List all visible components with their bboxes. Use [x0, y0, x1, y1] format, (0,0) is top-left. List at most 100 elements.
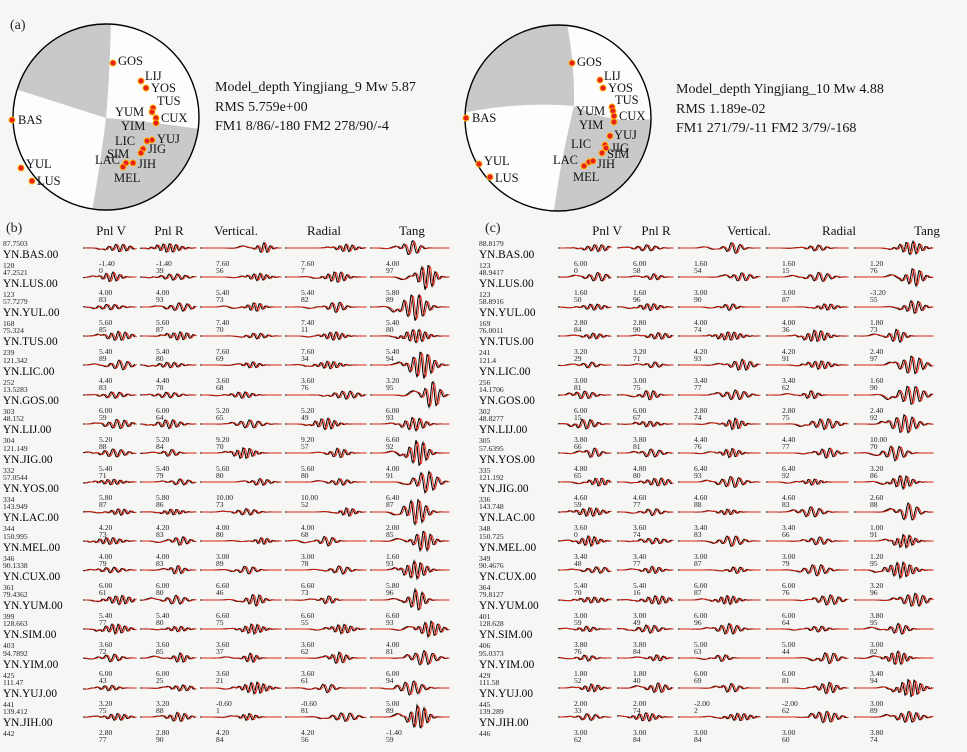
waveform-trace [140, 683, 197, 692]
station-distance: 90.1338 [3, 560, 28, 570]
correlation-value: 84 [574, 324, 582, 334]
waveform-trace [616, 624, 674, 634]
station-azimuth: 302 [479, 407, 491, 416]
fit-values: 6.00 87 [694, 582, 707, 597]
synthetic-trace [559, 332, 612, 340]
correlation-value: 11 [301, 324, 309, 334]
synthetic-trace [559, 655, 612, 662]
station-dot [606, 132, 614, 140]
fm-line: FM1 271/79/-11 FM2 3/79/-168 [676, 121, 857, 136]
time-shift-value: 3.00 [782, 727, 796, 737]
time-shift-value: 1.60 [694, 259, 708, 268]
correlation-value: 0 [574, 266, 578, 275]
station-distance: 87.7503 [3, 238, 28, 248]
waveform-cell: 3.20 71 [617, 328, 674, 362]
synthetic-trace [286, 331, 367, 341]
waveform-trace [370, 440, 450, 467]
fit-values: 3.40 77 [633, 553, 646, 568]
synthetic-trace [679, 712, 761, 721]
fit-values: 4.40 77 [782, 435, 795, 450]
waveform-trace [616, 420, 674, 428]
waveform-trace [200, 652, 282, 664]
correlation-value: 84 [633, 646, 641, 656]
synthetic-trace [618, 682, 674, 693]
waveform-trace [370, 702, 450, 729]
fit-values: 3.20 86 [870, 465, 883, 480]
synthetic-trace [141, 362, 197, 369]
correlation-value: 91 [870, 529, 878, 539]
column-header-radial: Radial [307, 223, 341, 238]
waveform-trace [766, 681, 849, 695]
fit-values: 3.00 79 [782, 553, 795, 568]
time-shift-value: 3.00 [301, 552, 315, 561]
waveform-trace [200, 241, 282, 254]
fit-values: 4.00 97 [386, 260, 399, 275]
column-header-pnlr: Pnl R [154, 223, 184, 238]
synthetic-trace [679, 448, 761, 459]
waveform-trace [370, 679, 450, 695]
waveform-trace [139, 448, 197, 457]
time-shift-value: 3.60 [301, 376, 315, 386]
station-distance: 128.628 [479, 619, 504, 629]
synthetic-trace [286, 448, 367, 458]
waveform-cell: 4.20 93 [678, 328, 761, 362]
waveform-trace [766, 272, 849, 283]
time-shift-value: 2.00 [574, 698, 588, 708]
waveform-cell: -0.60 1 [200, 680, 282, 714]
correlation-value: 97 [386, 266, 394, 275]
correlation-value: 80 [156, 588, 164, 598]
waveform-trace [140, 711, 197, 723]
station-label: YOS [608, 81, 634, 95]
waveform-cell: 5.40 70 [558, 562, 612, 597]
waveform-cell: 4.20 83 [140, 504, 197, 538]
synthetic-trace [618, 655, 674, 662]
station-row: 48.152 YN.LIJ.00 304 5.20 88 5.20 84 9.20 70 9.20… [2, 415, 474, 450]
station-name: YN.MEL.00 [3, 541, 61, 554]
correlation-value: 83 [156, 559, 164, 568]
waveform-cell: 3.80 95 [854, 591, 934, 626]
waveform-trace [678, 622, 761, 635]
synthetic-trace [855, 475, 934, 490]
fit-values: 4.00 83 [156, 553, 169, 568]
waveform-trace [200, 622, 282, 635]
waveform-cell: 2.80 77 [82, 709, 137, 743]
time-shift-value: 6.60 [301, 610, 315, 620]
correlation-value: 97 [870, 353, 878, 363]
correlation-value: 88 [156, 705, 164, 715]
station-distance: 75.324 [3, 326, 24, 336]
synthetic-trace [767, 272, 849, 282]
waveform-trace [200, 478, 282, 487]
time-shift-value: 5.80 [99, 493, 113, 503]
waveform-trace [200, 361, 282, 369]
waveform-cell: 6.00 76 [766, 562, 849, 597]
time-shift-value: 2.80 [633, 317, 647, 327]
station-label: YIM [121, 119, 146, 133]
correlation-value: 87 [694, 559, 702, 568]
correlation-value: 82 [870, 646, 878, 656]
correlation-value: 0 [574, 529, 578, 539]
correlation-value: 91 [782, 353, 790, 363]
waveform-cell: 3.60 74 [617, 504, 674, 538]
station-dot [598, 149, 606, 157]
waveform-cell: 3.40 83 [678, 504, 761, 538]
synthetic-trace [618, 420, 674, 427]
synthetic-trace [618, 478, 674, 487]
station-dot [119, 163, 127, 171]
correlation-value: 89 [216, 559, 224, 568]
correlation-value: 77 [633, 559, 641, 568]
correlation-value: 29 [574, 353, 582, 363]
fit-values: 3.40 94 [870, 670, 883, 685]
synthetic-trace [286, 390, 367, 399]
fit-values: 4.00 91 [386, 465, 399, 480]
time-shift-value: 3.00 [574, 610, 588, 620]
correlation-value: 63 [694, 646, 702, 656]
correlation-value: 62 [574, 734, 582, 744]
waveform-cell: 3.60 68 [200, 357, 282, 391]
synthetic-trace [371, 240, 450, 255]
synthetic-trace [679, 477, 761, 488]
correlation-value: 90 [870, 383, 878, 393]
waveform-trace [854, 501, 934, 521]
correlation-value: 58 [633, 266, 641, 275]
waveform-trace [616, 389, 674, 400]
synthetic-trace [618, 273, 674, 281]
